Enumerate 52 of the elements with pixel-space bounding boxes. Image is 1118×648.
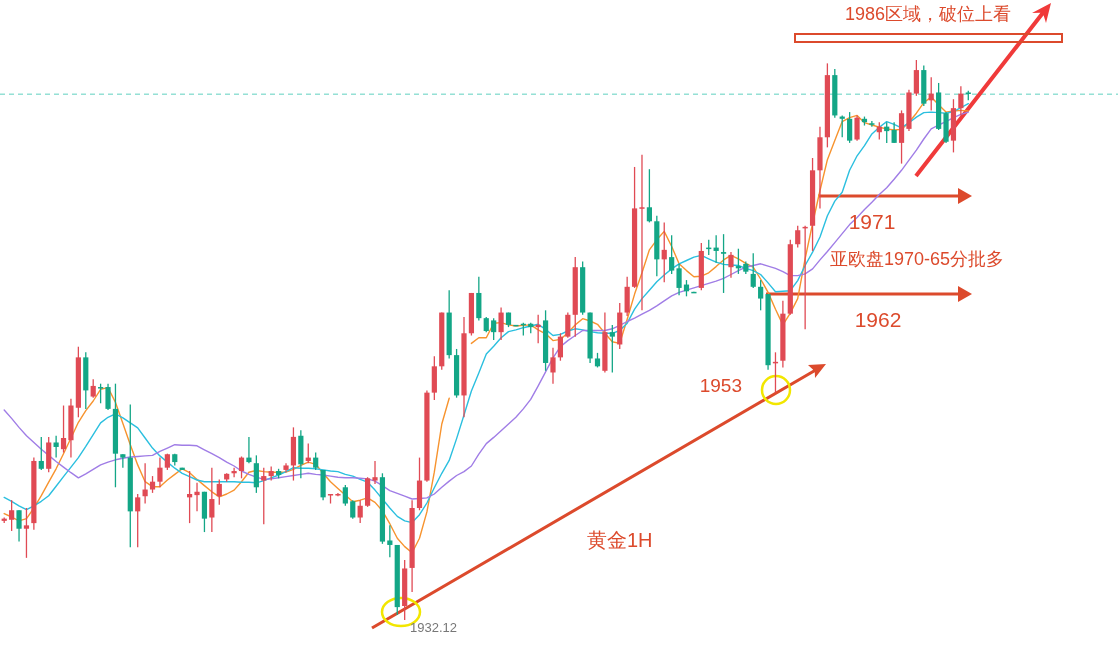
candlestick — [854, 114, 860, 142]
candlestick — [720, 233, 727, 294]
text: 黄金1H — [587, 529, 653, 551]
candlestick — [9, 499, 15, 532]
candlestick — [869, 120, 875, 128]
candlestick — [565, 311, 571, 339]
annotation: 1971 — [848, 210, 896, 233]
annotation: 1932.12 — [410, 620, 457, 635]
candlestick — [357, 499, 363, 524]
text: 1986区域，破位上看 — [844, 4, 1012, 24]
candlestick — [676, 263, 682, 296]
candlestick — [661, 221, 667, 283]
candlestick — [238, 455, 245, 479]
candlestick — [194, 482, 200, 513]
candlestick — [847, 111, 853, 144]
candlestick — [750, 252, 756, 289]
candlestick — [557, 332, 564, 362]
annotation: 1962 — [854, 308, 902, 331]
candlestick — [609, 324, 615, 374]
candlestick — [38, 436, 44, 471]
candlestick — [60, 404, 67, 454]
candlestick — [105, 383, 111, 411]
candlestick — [491, 317, 497, 341]
candlestick — [550, 347, 556, 385]
candlestick — [758, 279, 764, 311]
candlestick — [498, 306, 504, 341]
candlestick — [669, 234, 675, 275]
candlestick — [639, 153, 645, 311]
candlestick — [157, 456, 163, 488]
candlestick — [372, 460, 378, 485]
candlestick — [350, 499, 356, 520]
candlestick — [342, 484, 348, 507]
candlestick — [913, 59, 919, 97]
candlestick — [98, 383, 104, 404]
candlestick — [646, 168, 652, 224]
candlestick — [958, 85, 964, 117]
candlestick — [209, 467, 215, 533]
candlestick — [23, 507, 30, 559]
candlestick — [135, 493, 141, 548]
candlestick — [216, 478, 222, 506]
candlestick — [246, 436, 252, 464]
candlestick — [891, 121, 897, 144]
candlestick — [728, 251, 734, 279]
annotation: 亚欧盘1970-65分批多 — [830, 249, 1005, 269]
candlestick — [387, 524, 393, 558]
candlestick — [16, 509, 22, 543]
candlestick — [795, 225, 801, 249]
candlestick — [261, 467, 267, 525]
candlestick — [53, 435, 59, 459]
candlestick — [120, 453, 126, 469]
candlestick — [90, 378, 96, 399]
annotation: 1953 — [699, 375, 742, 396]
